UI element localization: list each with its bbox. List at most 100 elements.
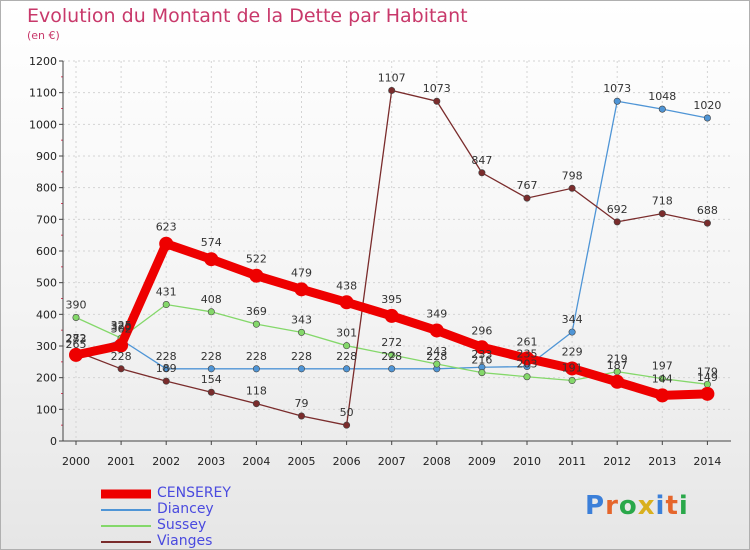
- y-tick-label: 1200: [29, 55, 57, 68]
- series-point-vianges: [207, 388, 215, 396]
- series-point-censerey: [339, 295, 354, 310]
- x-tick-label: 2000: [62, 455, 90, 468]
- data-label-diancey: 228: [201, 350, 222, 363]
- y-tick-label: 100: [36, 403, 57, 416]
- data-label-diancey: 228: [381, 350, 402, 363]
- data-label-diancey: 228: [246, 350, 267, 363]
- x-tick-label: 2013: [648, 455, 676, 468]
- data-label-diancey: 344: [562, 313, 583, 326]
- data-label-vianges: 79: [295, 397, 309, 410]
- data-label-sussey: 219: [607, 353, 628, 366]
- legend-swatch: [101, 525, 151, 527]
- data-label-censerey: 272: [66, 332, 87, 345]
- logo-letter: r: [605, 491, 619, 521]
- legend-swatch: [101, 509, 151, 511]
- series-point-vianges: [388, 86, 396, 94]
- series-point-vianges: [162, 377, 170, 385]
- y-tick-label: 1100: [29, 87, 57, 100]
- legend-item-censerey: CENSEREY: [101, 485, 301, 502]
- data-label-sussey: 301: [336, 327, 357, 340]
- data-label-censerey: 149: [697, 371, 718, 384]
- data-label-sussey: 216: [471, 354, 492, 367]
- x-tick-label: 2011: [558, 455, 586, 468]
- x-tick-label: 2014: [693, 455, 721, 468]
- y-tick-label: 300: [36, 340, 57, 353]
- series-point-diancey: [252, 365, 260, 373]
- data-label-diancey: 228: [426, 350, 447, 363]
- data-label-vianges: 118: [246, 385, 267, 398]
- series-point-censerey: [249, 268, 264, 283]
- series-point-censerey: [610, 374, 625, 389]
- data-label-censerey: 438: [336, 279, 357, 292]
- series-point-sussey: [523, 373, 531, 381]
- x-tick-label: 2003: [197, 455, 225, 468]
- series-point-sussey: [568, 377, 576, 385]
- data-label-vianges: 847: [471, 154, 492, 167]
- logo-letter: i: [678, 491, 689, 521]
- data-label-sussey: 191: [562, 362, 583, 375]
- data-label-sussey: 343: [291, 313, 312, 326]
- data-label-sussey: 408: [201, 293, 222, 306]
- series-point-vianges: [343, 421, 351, 429]
- y-tick-label: 200: [36, 372, 57, 385]
- data-label-diancey: 1020: [693, 99, 721, 112]
- series-point-vianges: [568, 184, 576, 192]
- data-label-censerey: 302: [111, 322, 132, 335]
- chart-title: Evolution du Montant de la Dette par Hab…: [27, 5, 468, 27]
- series-point-censerey: [700, 386, 715, 401]
- series-point-diancey: [568, 328, 576, 336]
- series-point-vianges: [297, 412, 305, 420]
- y-tick-label: 0: [50, 435, 57, 448]
- y-tick-label: 800: [36, 182, 57, 195]
- data-label-sussey: 197: [652, 360, 673, 373]
- series-point-sussey: [343, 342, 351, 350]
- data-label-diancey: 235: [517, 348, 538, 361]
- legend-swatch: [101, 541, 151, 543]
- legend-label: Diancey: [157, 501, 214, 517]
- legend-label: CENSEREY: [157, 485, 231, 501]
- data-label-vianges: 50: [340, 406, 354, 419]
- series-point-diancey: [297, 365, 305, 373]
- data-label-censerey: 187: [607, 359, 628, 372]
- data-label-vianges: 718: [652, 195, 673, 208]
- data-label-censerey: 479: [291, 266, 312, 279]
- legend-item-sussey: Sussey: [101, 517, 301, 534]
- proxiti-logo: Proxiti: [585, 491, 689, 521]
- chart-subtitle: (en €): [27, 29, 60, 42]
- data-label-diancey: 320: [111, 321, 132, 334]
- series-point-vianges: [478, 169, 486, 177]
- data-label-diancey: 1073: [603, 82, 631, 95]
- series-point-censerey: [565, 361, 580, 376]
- series-point-vianges: [658, 210, 666, 218]
- data-label-sussey: 179: [697, 365, 718, 378]
- y-tick-label: 1000: [29, 118, 57, 131]
- series-point-sussey: [297, 328, 305, 336]
- data-label-vianges: 154: [201, 373, 222, 386]
- series-point-vianges: [252, 400, 260, 408]
- series-point-censerey: [384, 308, 399, 323]
- x-tick-label: 2012: [603, 455, 631, 468]
- data-label-diancey: 228: [156, 350, 177, 363]
- data-label-diancey: 1048: [648, 90, 676, 103]
- data-label-censerey: 395: [381, 293, 402, 306]
- data-label-censerey: 261: [517, 335, 538, 348]
- y-tick-label: 600: [36, 245, 57, 258]
- series-point-censerey: [474, 340, 489, 355]
- legend-label: Sussey: [157, 517, 207, 533]
- series-point-sussey: [72, 313, 80, 321]
- data-label-vianges: 189: [156, 362, 177, 375]
- series-point-diancey: [658, 105, 666, 113]
- series-point-sussey: [658, 375, 666, 383]
- data-label-censerey: 144: [652, 372, 673, 385]
- data-label-diancey: 228: [336, 350, 357, 363]
- legend-swatch: [101, 489, 151, 499]
- series-point-vianges: [613, 218, 621, 226]
- x-tick-label: 2006: [333, 455, 361, 468]
- series-point-diancey: [162, 365, 170, 373]
- logo-letter: o: [618, 491, 638, 521]
- data-label-diancey: 265: [66, 338, 87, 351]
- data-label-sussey: 272: [381, 336, 402, 349]
- data-label-vianges: 798: [562, 169, 583, 182]
- legend-item-diancey: Diancey: [101, 501, 301, 518]
